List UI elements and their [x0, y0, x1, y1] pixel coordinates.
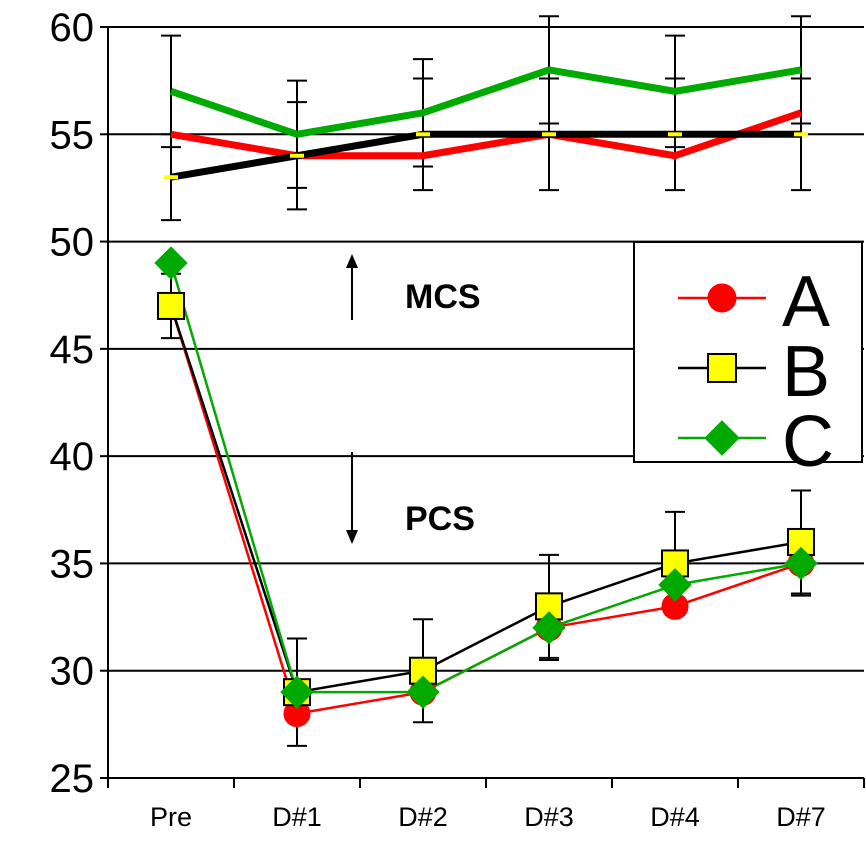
series-markers [154, 132, 818, 728]
data-point [157, 291, 185, 320]
legend-marker [707, 283, 737, 313]
data-point [658, 568, 692, 602]
data-point [154, 246, 188, 280]
y-tick-label: 40 [50, 435, 95, 479]
x-tick-label: Pre [150, 802, 192, 832]
x-tick-label: D#7 [776, 802, 826, 832]
series-lines [169, 66, 803, 715]
mcs-arrow-head [346, 254, 358, 268]
legend-label: A [782, 262, 830, 342]
y-tick-label: 45 [50, 328, 95, 372]
legend: ABC [633, 241, 863, 482]
series-line-mcs-a [170, 109, 803, 160]
legend-marker [704, 420, 740, 456]
legend-marker [707, 353, 737, 383]
y-tick-label: 50 [50, 221, 95, 265]
x-tick-label: D#1 [272, 802, 322, 832]
legend-label: B [782, 332, 830, 412]
y-tick-label: 35 [50, 542, 95, 586]
series-line-mcs-c [169, 66, 802, 138]
axes: 25 30 35 40 45 50 55 60 Pre D#1 D#2 D#3 D#4 D#7 [50, 6, 865, 832]
y-tick-label: 25 [50, 757, 95, 801]
x-tick-label: D#4 [650, 802, 700, 832]
y-tick-label: 60 [50, 6, 95, 50]
data-point [406, 675, 440, 709]
data-point [532, 611, 566, 645]
data-point [280, 675, 314, 709]
pcs-label: PCS [405, 500, 475, 538]
mcs-label: MCS [405, 278, 481, 316]
series-line-pcs-b [169, 305, 802, 694]
annotations: MCS PCS [346, 254, 481, 544]
x-tick-label: D#3 [524, 802, 574, 832]
series-line-mcs-b [170, 130, 801, 181]
x-tick-label: D#2 [398, 802, 448, 832]
data-point [784, 546, 818, 581]
pcs-arrow-head [346, 530, 358, 544]
y-tick-label: 55 [50, 113, 95, 157]
legend-label: C [782, 402, 834, 482]
y-tick-label: 30 [50, 650, 95, 694]
legend-box [633, 241, 863, 463]
series-line-pcs-c [169, 262, 802, 694]
